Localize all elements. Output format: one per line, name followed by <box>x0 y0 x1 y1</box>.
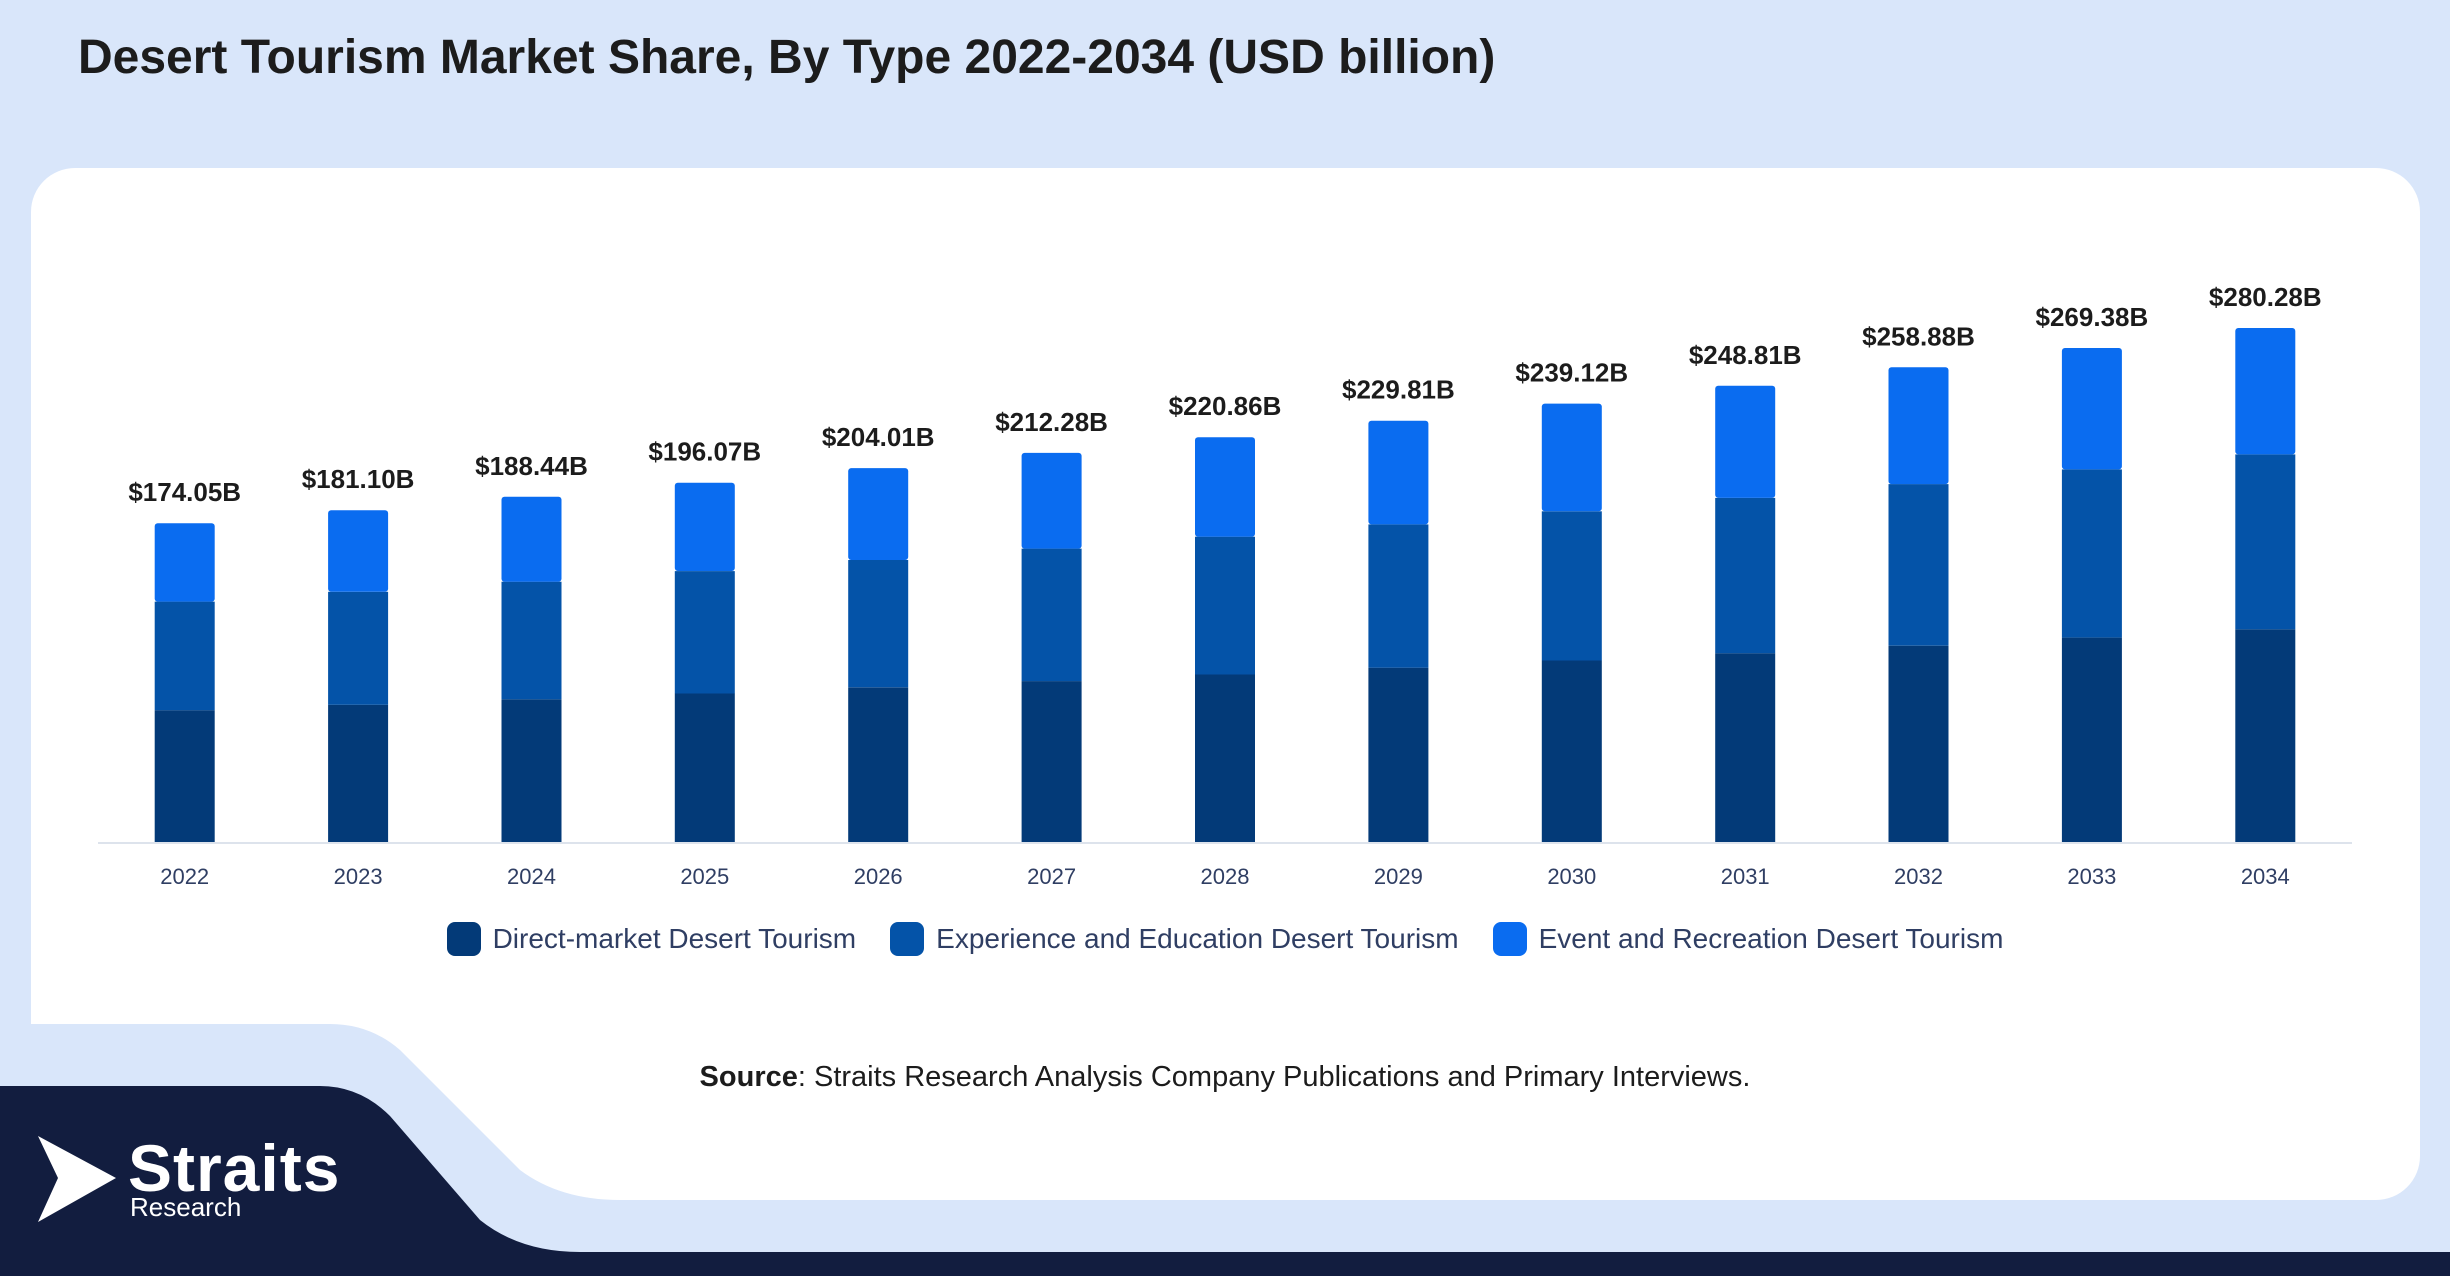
page-title: Desert Tourism Market Share, By Type 202… <box>78 31 1496 84</box>
x-tick-label-2033: 2033 <box>2067 864 2116 889</box>
bar-direct-2028[interactable] <box>1195 674 1255 844</box>
bar-event-2027[interactable] <box>1021 452 1082 549</box>
x-tick-label-2032: 2032 <box>1894 864 1943 889</box>
logo-wordmark: Straits <box>128 1131 341 1205</box>
bar-direct-2026[interactable] <box>848 687 909 843</box>
bar-event-2033[interactable] <box>2061 348 2122 470</box>
legend-item-experience[interactable]: Experience and Education Desert Tourism <box>890 922 1459 956</box>
total-label-2028: $220.86B <box>1169 391 1282 421</box>
bar-experience-2033[interactable] <box>2061 469 2122 638</box>
legend-label-direct: Direct-market Desert Tourism <box>492 923 857 954</box>
source-note: Source: Straits Research Analysis Compan… <box>0 1061 2450 1094</box>
total-label-2022: $174.05B <box>128 477 241 507</box>
bar-direct-2024[interactable] <box>501 699 562 843</box>
bar-direct-2032[interactable] <box>1888 645 1949 843</box>
legend-swatch-experience <box>890 922 925 956</box>
logo-subtitle: Research <box>130 1192 242 1222</box>
legend-swatch-direct <box>446 922 481 956</box>
x-tick-label-2026: 2026 <box>854 864 903 889</box>
bar-event-2023[interactable] <box>328 510 389 592</box>
legend-label-event: Event and Recreation Desert Tourism <box>1538 923 2004 954</box>
bar-experience-2034[interactable] <box>2235 454 2296 630</box>
legend-item-direct[interactable]: Direct-market Desert Tourism <box>446 922 857 956</box>
bar-direct-2022[interactable] <box>154 710 215 843</box>
x-tick-label-2025: 2025 <box>680 864 729 889</box>
source-label: Source <box>699 1061 798 1093</box>
total-label-2030: $239.12B <box>1515 358 1628 388</box>
bar-direct-2025[interactable] <box>674 693 735 843</box>
x-tick-label-2023: 2023 <box>334 864 383 889</box>
bar-direct-2034[interactable] <box>2235 629 2296 843</box>
legend-item-event[interactable]: Event and Recreation Desert Tourism <box>1492 922 2004 956</box>
bar-event-2031[interactable] <box>1715 385 1776 498</box>
x-tick-label-2024: 2024 <box>507 864 556 889</box>
straits-logo[interactable]: Straits Research <box>36 1130 356 1230</box>
legend: Direct-market Desert Tourism Experience … <box>0 922 2450 956</box>
bars-layer <box>154 328 2296 844</box>
total-label-2025: $196.07B <box>648 437 761 467</box>
total-label-2033: $269.38B <box>2036 302 2149 332</box>
bar-direct-2031[interactable] <box>1715 653 1776 843</box>
total-label-2031: $248.81B <box>1689 340 1802 370</box>
x-tick-label-2029: 2029 <box>1374 864 1423 889</box>
total-label-2029: $229.81B <box>1342 375 1455 405</box>
bar-direct-2030[interactable] <box>1541 660 1602 844</box>
source-text: : Straits Research Analysis Company Publ… <box>797 1061 1751 1093</box>
bar-experience-2032[interactable] <box>1888 484 1949 646</box>
bar-event-2034[interactable] <box>2235 328 2296 455</box>
logo-arrow-icon <box>38 1136 116 1222</box>
total-label-2026: $204.01B <box>822 422 935 452</box>
bar-experience-2023[interactable] <box>328 591 389 705</box>
total-label-2023: $181.10B <box>302 464 415 494</box>
bar-direct-2033[interactable] <box>2061 637 2122 843</box>
bar-experience-2030[interactable] <box>1541 511 1602 661</box>
bar-experience-2026[interactable] <box>848 560 909 688</box>
bar-event-2025[interactable] <box>674 482 735 571</box>
bar-direct-2029[interactable] <box>1368 667 1429 843</box>
bar-experience-2022[interactable] <box>154 601 215 711</box>
bar-experience-2028[interactable] <box>1195 536 1255 675</box>
legend-label-experience: Experience and Education Desert Tourism <box>936 923 1459 954</box>
x-tick-label-2034: 2034 <box>2241 864 2290 889</box>
bar-direct-2027[interactable] <box>1021 681 1082 843</box>
bar-experience-2027[interactable] <box>1021 548 1082 682</box>
x-tick-label-2030: 2030 <box>1547 864 1596 889</box>
total-label-2024: $188.44B <box>475 451 588 481</box>
labels-layer: $174.05B 2022 $181.10B 2023 $188.44B 2024 $196… <box>128 282 2321 889</box>
bar-event-2028[interactable] <box>1195 437 1255 537</box>
bar-experience-2025[interactable] <box>674 571 735 694</box>
x-tick-label-2022: 2022 <box>160 864 209 889</box>
bar-experience-2029[interactable] <box>1368 524 1429 668</box>
bar-event-2030[interactable] <box>1541 403 1602 512</box>
bar-experience-2024[interactable] <box>501 581 562 700</box>
x-tick-label-2027: 2027 <box>1027 864 1076 889</box>
bar-event-2032[interactable] <box>1888 367 1949 485</box>
total-label-2027: $212.28B <box>995 407 1108 437</box>
total-label-2032: $258.88B <box>1862 321 1975 351</box>
bar-direct-2023[interactable] <box>328 704 389 843</box>
x-tick-label-2031: 2031 <box>1721 864 1770 889</box>
footer-dark-band <box>0 1086 2450 1276</box>
bar-event-2024[interactable] <box>501 496 562 582</box>
x-tick-label-2028: 2028 <box>1201 864 1250 889</box>
total-label-2034: $280.28B <box>2209 282 2322 312</box>
bar-event-2026[interactable] <box>848 468 909 560</box>
bar-event-2029[interactable] <box>1368 420 1429 525</box>
bar-event-2022[interactable] <box>154 523 215 602</box>
legend-swatch-event <box>1492 922 1527 956</box>
bar-experience-2031[interactable] <box>1715 497 1776 654</box>
